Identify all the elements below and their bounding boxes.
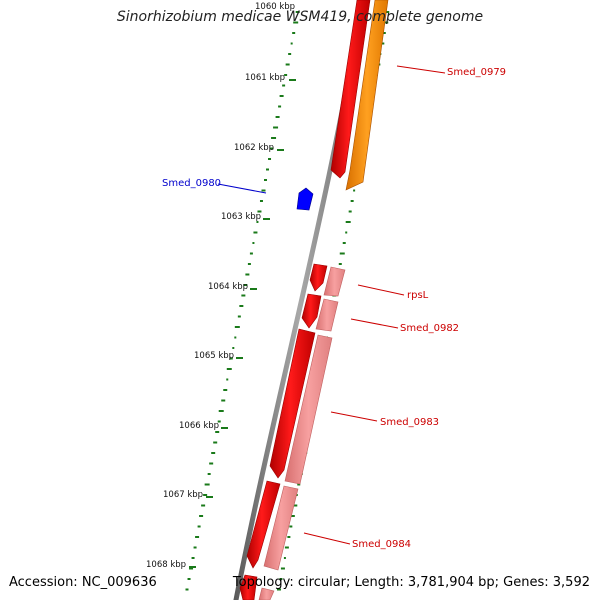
scale-label-1068: 1068 kbp (146, 560, 186, 570)
scale-label-1061: 1061 kbp (245, 73, 285, 83)
gene-smed-0980-arrow[interactable] (296, 187, 314, 211)
scale-label-1067: 1067 kbp (163, 490, 203, 500)
gene-rpsL-light-arrow[interactable] (323, 266, 346, 297)
gene-smed-0979-arrow[interactable] (345, 0, 389, 191)
accession-text: Accession: NC_009636 (9, 575, 157, 590)
label-smed-0982[interactable]: Smed_0982 (400, 323, 459, 334)
gene-smed-0985-arrow[interactable] (239, 574, 258, 600)
label-smed-0984[interactable]: Smed_0984 (352, 539, 411, 550)
gene-labels: Smed_0979 Smed_0980 rpsL Smed_0982 Smed_… (162, 65, 506, 550)
gene-smed-0983-light-arrow[interactable] (284, 334, 333, 485)
scale-labels: 1060 kbp 1061 kbp 1062 kbp 1063 kbp 1064… (146, 2, 295, 570)
scale-label-1066: 1066 kbp (179, 421, 219, 431)
gene-smed-0984-arrow[interactable] (246, 480, 281, 569)
gc-skew-track-left (185, 11, 300, 591)
genome-stats-text: Topology: circular; Length: 3,781,904 bp… (232, 575, 590, 590)
label-rpsL[interactable]: rpsL (407, 290, 429, 301)
genome-title: Sinorhizobium medicae WSM419, complete g… (116, 9, 484, 25)
label-smed-0980[interactable]: Smed_0980 (162, 178, 221, 189)
label-smed-0983[interactable]: Smed_0983 (380, 417, 439, 428)
gene-smed-0984-light-arrow[interactable] (263, 485, 299, 571)
gene-smed-0982-arrow[interactable] (301, 293, 322, 329)
label-smed-0979[interactable]: Smed_0979 (447, 67, 506, 78)
gene-smed-0983-arrow[interactable] (269, 328, 316, 479)
scale-label-1064: 1064 kbp (208, 282, 248, 292)
gene-smed-0982-light-arrow[interactable] (315, 298, 339, 332)
gene-rpsL-arrow[interactable] (309, 263, 328, 292)
scale-ticks (189, 79, 296, 568)
scale-label-1062: 1062 kbp (234, 143, 274, 153)
scale-label-1063: 1063 kbp (221, 212, 261, 222)
scale-label-1065: 1065 kbp (194, 351, 234, 361)
scale-label-1060: 1060 kbp (255, 2, 295, 12)
gene-smed-0978-arrow[interactable] (330, 0, 371, 179)
gene-smed-0985-light-arrow[interactable] (258, 587, 275, 600)
